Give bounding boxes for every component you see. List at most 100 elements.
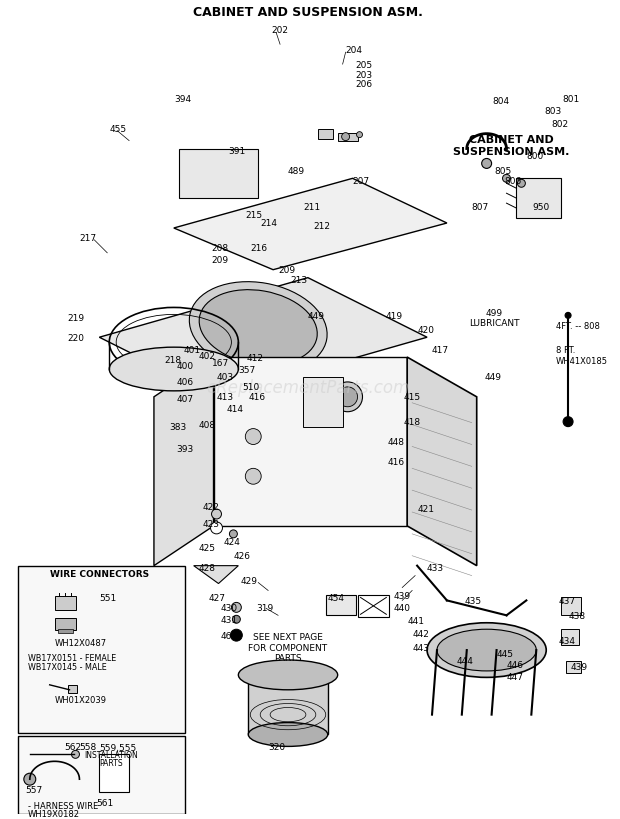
- Text: 463: 463: [221, 631, 237, 640]
- Polygon shape: [213, 358, 407, 527]
- Text: 407: 407: [177, 395, 194, 404]
- Text: 429: 429: [241, 577, 257, 586]
- Text: 440: 440: [393, 603, 410, 612]
- Text: 219: 219: [68, 314, 85, 323]
- Text: 445: 445: [497, 649, 513, 658]
- Text: 420: 420: [417, 325, 434, 334]
- Text: 499
LUBRICANT: 499 LUBRICANT: [469, 308, 520, 328]
- Text: 802: 802: [551, 120, 569, 129]
- Text: WH19X0182: WH19X0182: [28, 809, 80, 818]
- Text: 439: 439: [393, 591, 410, 600]
- Text: 423: 423: [203, 520, 219, 529]
- Text: 447: 447: [507, 672, 523, 681]
- Circle shape: [246, 468, 261, 485]
- Text: 801: 801: [562, 95, 579, 104]
- Text: 800: 800: [526, 152, 544, 161]
- Bar: [303, 378, 343, 427]
- Text: WH01X2039: WH01X2039: [55, 695, 107, 704]
- Ellipse shape: [189, 283, 327, 373]
- Text: 167: 167: [211, 358, 229, 367]
- Text: 408: 408: [198, 421, 216, 430]
- Text: SEE NEXT PAGE
FOR COMPONENT
PARTS: SEE NEXT PAGE FOR COMPONENT PARTS: [249, 632, 327, 663]
- Bar: [58, 630, 74, 633]
- Circle shape: [211, 523, 223, 534]
- Circle shape: [232, 616, 241, 623]
- Text: - HARNESS WIRE: - HARNESS WIRE: [28, 802, 98, 811]
- Text: 441: 441: [407, 616, 424, 625]
- Circle shape: [231, 603, 241, 613]
- Text: 438: 438: [568, 611, 585, 620]
- Text: 950: 950: [533, 202, 549, 211]
- Text: 401: 401: [184, 346, 201, 354]
- Bar: [18, 736, 185, 814]
- Text: 421: 421: [417, 504, 434, 513]
- Text: 208: 208: [211, 244, 229, 253]
- Circle shape: [565, 313, 571, 319]
- Text: 510: 510: [242, 383, 260, 392]
- Text: 449: 449: [308, 311, 325, 320]
- Text: 804: 804: [493, 97, 510, 106]
- Text: 218: 218: [164, 355, 181, 364]
- Bar: [326, 595, 355, 616]
- Bar: [248, 675, 328, 735]
- Circle shape: [503, 175, 510, 183]
- Text: 216: 216: [250, 244, 267, 253]
- Text: 209: 209: [211, 256, 229, 265]
- Text: 202: 202: [271, 26, 288, 35]
- Text: 425: 425: [198, 544, 216, 553]
- Text: 805: 805: [495, 167, 512, 175]
- Text: 402: 402: [198, 351, 216, 360]
- Text: 8 FT.
WH41X0185: 8 FT. WH41X0185: [556, 346, 608, 365]
- Ellipse shape: [427, 623, 546, 677]
- Circle shape: [342, 133, 350, 142]
- Text: 413: 413: [216, 393, 234, 402]
- Text: 807: 807: [472, 202, 489, 211]
- Text: 422: 422: [203, 502, 219, 511]
- Text: 205: 205: [355, 61, 373, 70]
- Text: 803: 803: [544, 107, 562, 116]
- Text: PARTS: PARTS: [99, 758, 123, 767]
- Text: 437: 437: [558, 596, 575, 605]
- Bar: [516, 179, 561, 219]
- Text: 414: 414: [226, 405, 244, 414]
- Polygon shape: [154, 358, 213, 566]
- Text: 206: 206: [355, 80, 373, 89]
- Text: 442: 442: [412, 629, 429, 638]
- Text: 220: 220: [68, 333, 84, 342]
- Text: 446: 446: [507, 661, 523, 670]
- Text: 4FT. -- 808: 4FT. -- 808: [556, 321, 600, 330]
- Text: WB17X0151 - FEMALE: WB17X0151 - FEMALE: [28, 653, 116, 662]
- Text: 561: 561: [96, 798, 113, 807]
- Bar: [358, 595, 389, 618]
- Text: 562: 562: [64, 742, 82, 751]
- Polygon shape: [99, 278, 427, 397]
- Text: 448: 448: [388, 437, 404, 446]
- Text: WB17X0145 - MALE: WB17X0145 - MALE: [28, 663, 107, 672]
- Text: 393: 393: [177, 445, 194, 454]
- Circle shape: [231, 630, 242, 641]
- Text: 559,555: 559,555: [99, 743, 136, 752]
- Circle shape: [356, 133, 363, 138]
- Text: 439: 439: [570, 663, 587, 672]
- Circle shape: [71, 750, 79, 758]
- Bar: [68, 685, 78, 693]
- Text: eReplacementParts.com: eReplacementParts.com: [206, 378, 409, 396]
- Text: 434: 434: [558, 636, 575, 645]
- Circle shape: [211, 509, 221, 519]
- Text: 211: 211: [303, 202, 320, 211]
- Text: 428: 428: [198, 563, 216, 572]
- Circle shape: [246, 429, 261, 445]
- Bar: [338, 133, 358, 142]
- Text: 403: 403: [216, 373, 234, 382]
- Bar: [55, 618, 76, 631]
- Circle shape: [518, 180, 525, 188]
- Ellipse shape: [437, 630, 536, 671]
- Text: 558: 558: [79, 742, 97, 751]
- Text: 400: 400: [177, 361, 194, 370]
- Text: 435: 435: [465, 596, 482, 605]
- Polygon shape: [407, 358, 477, 566]
- Text: 391: 391: [228, 147, 246, 156]
- Text: CABINET AND: CABINET AND: [469, 134, 554, 144]
- Text: 455: 455: [109, 125, 126, 134]
- Text: 319: 319: [256, 603, 273, 612]
